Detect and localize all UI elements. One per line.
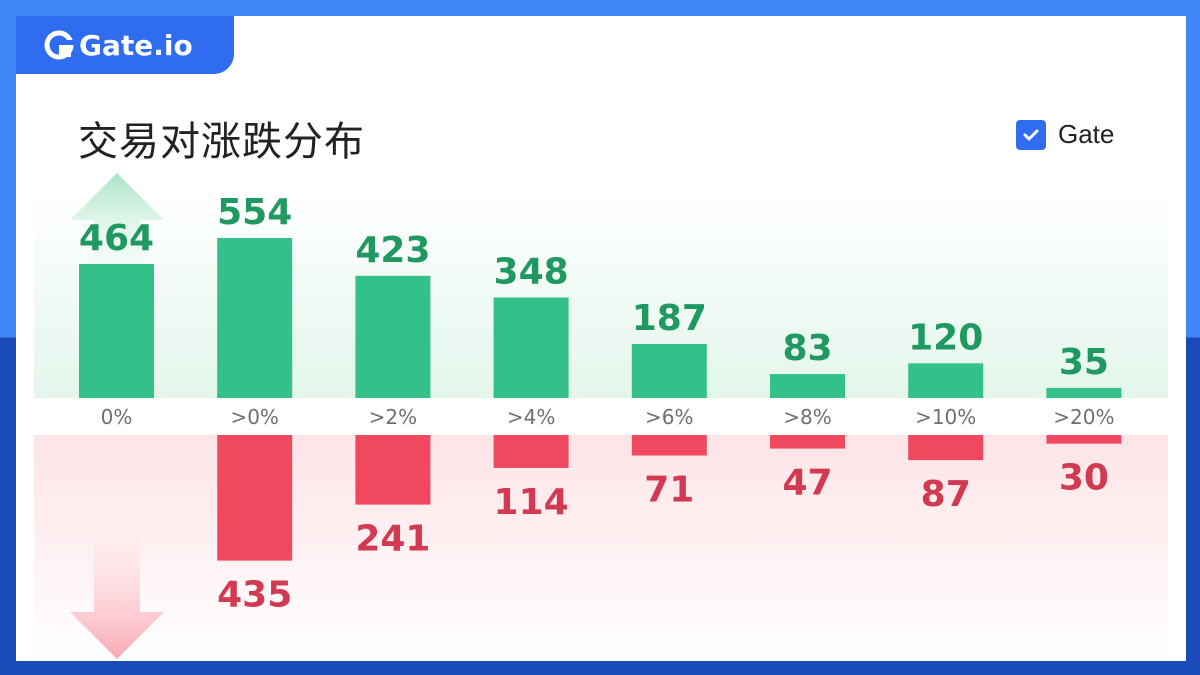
chart-canvas: 464 554 423 348 187 83 120 35 435 241 114 71 47 87 30… — [34, 173, 1168, 661]
down-bar — [355, 435, 431, 505]
down-value-label: 87 — [921, 474, 971, 515]
up-value-label: 554 — [217, 192, 292, 233]
down-bar — [770, 435, 845, 449]
up-bar — [217, 238, 293, 398]
down-value-label: 241 — [355, 519, 430, 560]
up-value-label: 83 — [782, 328, 832, 369]
down-bar — [1046, 435, 1122, 444]
down-bars — [217, 435, 1122, 561]
tick-label: >8% — [783, 405, 832, 429]
down-value-labels: 435 241 114 71 47 87 30 — [217, 458, 1109, 616]
up-bar — [908, 363, 984, 398]
up-value-label: 120 — [908, 317, 983, 358]
tick-label: >0% — [230, 405, 279, 429]
down-value-label: 71 — [644, 470, 694, 511]
checkbox-icon[interactable] — [1016, 119, 1046, 150]
down-bar — [493, 435, 569, 468]
up-bar — [355, 275, 431, 398]
down-bar — [631, 435, 707, 456]
tick-label: >20% — [1053, 405, 1114, 429]
up-value-label: 464 — [79, 218, 154, 259]
down-value-label: 435 — [217, 575, 292, 616]
tick-label: >2% — [369, 405, 418, 429]
up-bars — [79, 238, 1122, 398]
tick-label: >6% — [645, 405, 694, 429]
up-bar — [493, 297, 569, 398]
tick-label: >10% — [915, 405, 976, 429]
chart-card: 464 554 423 348 187 83 120 35 435 241 114 71 47 87 30… — [16, 16, 1186, 661]
up-value-label: 187 — [632, 298, 707, 339]
down-value-label: 47 — [782, 463, 832, 504]
legend[interactable]: Gate — [1016, 119, 1114, 150]
down-bar — [217, 435, 293, 561]
up-bar — [770, 374, 845, 398]
chart-title: 交易对涨跌分布 — [78, 119, 365, 165]
legend-label: Gate — [1058, 119, 1115, 149]
down-value-label: 30 — [1059, 458, 1109, 499]
brand-logo: Gate.io — [16, 16, 234, 74]
gate-logo-icon — [44, 30, 74, 60]
down-arrow-icon — [70, 514, 164, 659]
up-value-label: 35 — [1059, 342, 1109, 383]
down-value-label: 114 — [494, 482, 569, 523]
up-zone-background — [34, 194, 1168, 398]
tick-label: >4% — [507, 405, 556, 429]
tick-label: 0% — [101, 405, 133, 429]
down-zone-background — [34, 435, 1168, 661]
up-bar — [631, 343, 707, 398]
down-bar — [908, 435, 984, 461]
up-value-label: 348 — [494, 251, 569, 292]
category-axis: 0% >0% >2% >4% >6% >8% >10% >20% — [101, 405, 1115, 429]
up-bar — [1046, 387, 1122, 398]
up-value-label: 423 — [355, 230, 430, 271]
brand-name: Gate.io — [79, 28, 193, 62]
up-arrow-icon — [70, 173, 164, 262]
up-value-labels: 464 554 423 348 187 83 120 35 — [79, 192, 1109, 383]
up-bar — [79, 263, 154, 398]
